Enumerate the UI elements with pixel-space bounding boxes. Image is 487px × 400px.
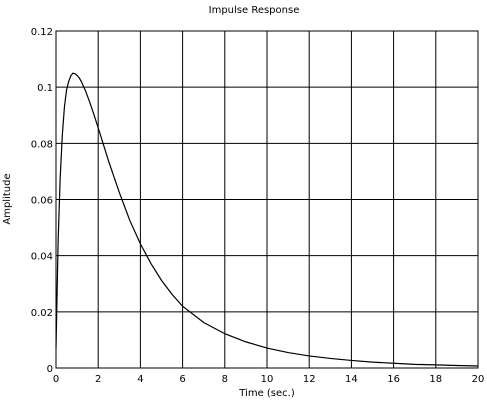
series-group	[55, 72, 479, 367]
y-tick-label: 0.06	[31, 196, 53, 207]
x-tick-label: 20	[472, 374, 485, 385]
x-tick-label: 4	[137, 374, 143, 385]
x-tick-label: 18	[429, 374, 442, 385]
grid	[55, 30, 479, 369]
series-line	[55, 72, 479, 367]
tick-labels: 0 2 4 6 8 10 12 14 16 18 20 0 0.02 0.04 0.06 0.08 0.1 0.1…	[31, 27, 485, 385]
x-tick-label: 0	[53, 374, 59, 385]
x-tick-label: 12	[303, 374, 316, 385]
y-tick-label: 0.08	[31, 139, 53, 150]
plot-frame	[55, 30, 479, 369]
x-tick-label: 14	[345, 374, 358, 385]
x-tick-label: 16	[387, 374, 400, 385]
y-tick-label: 0.02	[31, 308, 53, 319]
y-axis-label: Amplitude	[2, 173, 13, 224]
x-tick-label: 10	[261, 374, 274, 385]
chart-title: Impulse Response	[209, 5, 300, 16]
y-tick-label: 0.12	[31, 27, 53, 38]
x-tick-label: 8	[222, 374, 228, 385]
x-axis-label: Time (sec.)	[238, 388, 295, 399]
y-tick-label: 0.1	[37, 83, 53, 94]
y-tick-label: 0	[47, 364, 53, 375]
x-tick-label: 6	[179, 374, 185, 385]
x-tick-label: 2	[95, 374, 101, 385]
y-tick-label: 0.04	[31, 252, 53, 263]
